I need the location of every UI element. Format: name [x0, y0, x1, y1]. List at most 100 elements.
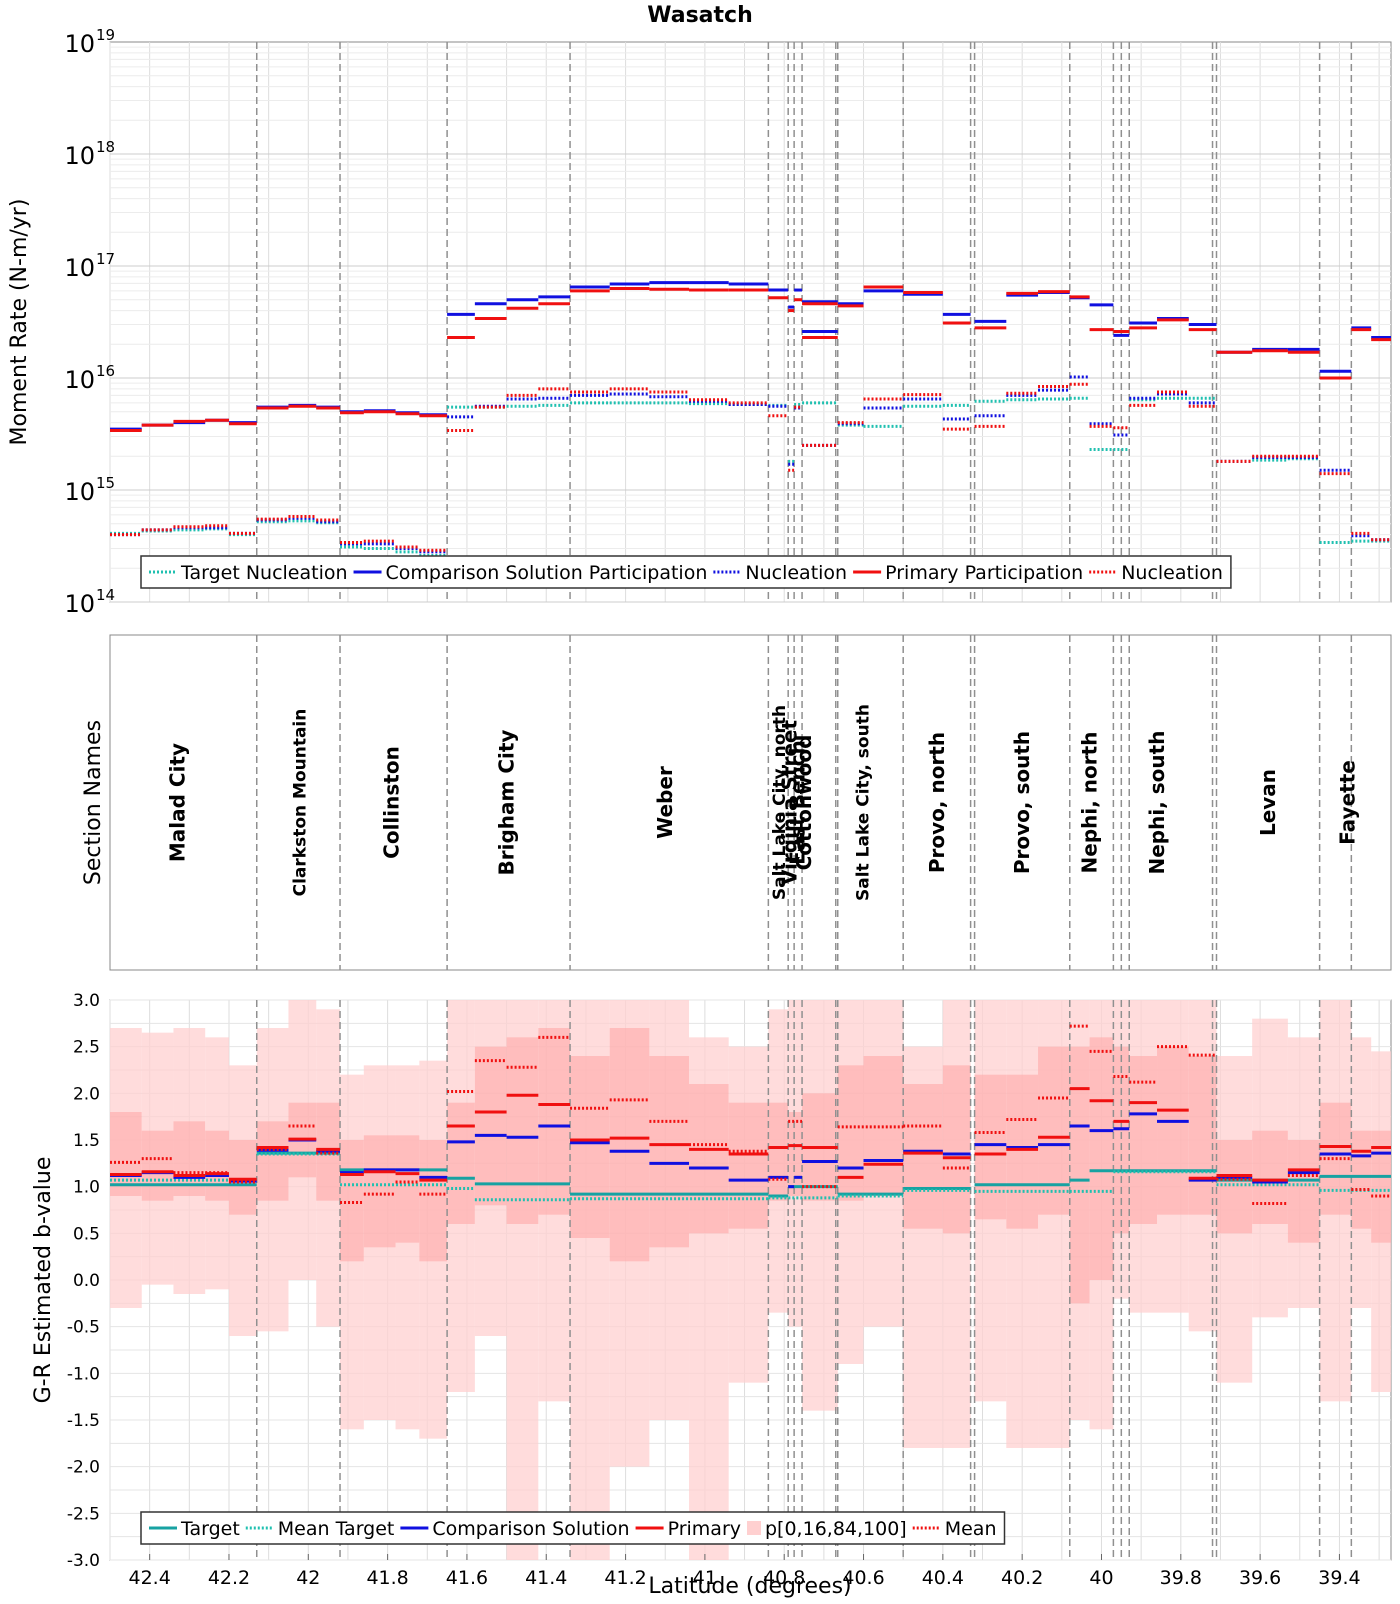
- band-p16-p84: [768, 1102, 789, 1201]
- band-p16-p84: [1129, 1056, 1158, 1224]
- section-name-label: Nephi, north: [1078, 732, 1102, 874]
- band-p16-p84: [570, 1056, 610, 1238]
- b-value-bands: [110, 1000, 1391, 1560]
- section-name-label: Provo, south: [1010, 731, 1034, 874]
- x-tick-label: 42.4: [129, 1567, 171, 1589]
- section-name-label: Cottonwood: [792, 735, 816, 871]
- band-p16-p84: [1038, 1046, 1070, 1215]
- section-name-label: Fayette: [1335, 760, 1359, 845]
- x-tick-label: 40: [1089, 1567, 1113, 1589]
- band-p16-p84: [506, 1037, 539, 1224]
- y-tick-label: -1.5: [67, 1411, 100, 1431]
- bvalue-legend-label: Mean Target: [278, 1518, 395, 1540]
- band-p16-p84: [1089, 1037, 1114, 1280]
- band-p16-p84: [974, 1074, 1007, 1220]
- moment-legend-frame: [140, 555, 1232, 589]
- panel-frame-1: [109, 41, 1392, 603]
- y-tick-exponent: 17: [96, 250, 115, 268]
- y-tick-label: -2.0: [67, 1458, 100, 1478]
- x-tick-label: 41.2: [604, 1567, 646, 1589]
- y-tick-label: 10: [64, 590, 95, 618]
- y-tick-label: 10: [64, 142, 95, 170]
- x-tick-label: 39.8: [1160, 1567, 1202, 1589]
- x-tick-label: 41: [693, 1567, 717, 1589]
- y-tick-label: 10: [64, 366, 95, 394]
- x-tick-label: 41.8: [366, 1567, 408, 1589]
- moment-series-primary-participation: [110, 285, 1391, 432]
- y-tick-exponent: 18: [96, 138, 115, 156]
- y-tick-label: -2.5: [67, 1504, 100, 1524]
- band-p16-p84: [1252, 1130, 1288, 1224]
- bvalue-legend-swatch: [747, 1521, 761, 1535]
- y-tick-label: 1.5: [73, 1131, 100, 1151]
- band-p16-p84: [228, 1140, 257, 1215]
- band-p16-p84: [1216, 1140, 1253, 1234]
- bvalue-legend-frame: [140, 1511, 1006, 1545]
- band-p16-p84: [1006, 1074, 1039, 1229]
- x-tick-label: 39.4: [1318, 1567, 1360, 1589]
- y-tick-exponent: 15: [96, 474, 115, 492]
- section-name-label: Salt Lake City, north: [770, 705, 790, 900]
- band-p16-p84: [942, 1065, 971, 1234]
- panel-frame-2: [109, 634, 1392, 971]
- y-tick-label: 10: [64, 30, 95, 58]
- moment-series-primary-nucleation: [110, 382, 1391, 552]
- moment-legend-label: Nucleation: [1121, 562, 1223, 584]
- section-name-label: Levan: [1256, 769, 1280, 836]
- band-p16-p84: [728, 1102, 769, 1229]
- y-tick-label: 2.5: [73, 1038, 100, 1058]
- moment-legend: Target Nucleation Comparison Solution Par…: [140, 555, 1232, 589]
- band-p0-p100: [395, 1065, 420, 1430]
- band-p16-p84: [447, 1102, 475, 1224]
- moment-legend-label: Comparison Solution Participation: [386, 562, 708, 584]
- x-tick-label: 40.2: [1001, 1567, 1043, 1589]
- section-name-label: Malad City: [165, 743, 189, 862]
- bvalue-legend-label: p[0,16,84,100]: [765, 1518, 907, 1540]
- band-p16-p84: [903, 1084, 943, 1229]
- band-p16-p84: [1371, 1130, 1391, 1243]
- band-p16-p84: [141, 1130, 174, 1201]
- moment-legend-label: Primary Participation: [885, 562, 1083, 584]
- y-tick-label: 2.0: [73, 1084, 100, 1104]
- band-p16-p84: [538, 1028, 571, 1215]
- x-tick-label: 40.8: [763, 1567, 805, 1589]
- band-p16-p84: [1069, 1046, 1090, 1304]
- band-p16-p84: [419, 1140, 448, 1262]
- y-axis-label-moment: Moment Rate (N-m/yr): [7, 199, 32, 446]
- bvalue-legend-label: Primary: [668, 1518, 741, 1540]
- band-p16-p84: [1113, 1046, 1130, 1234]
- y-tick-label: 1.0: [73, 1178, 100, 1198]
- bvalue-legend-label: Target: [180, 1518, 240, 1540]
- y-axis-label-bvalue: G-R Estimated b-value: [31, 1157, 56, 1404]
- band-p16-p84: [1287, 1140, 1320, 1243]
- band-p16-p84: [340, 1140, 364, 1262]
- x-tick-label: 42.2: [208, 1567, 250, 1589]
- x-tick-label: 40.4: [922, 1567, 964, 1589]
- section-name-label: Virginia Street: [777, 720, 801, 886]
- bvalue-legend-label: Mean: [945, 1518, 997, 1540]
- section-name-label: East Bench: [785, 740, 809, 865]
- chart-title: Wasatch: [647, 3, 753, 28]
- moment-legend-label: Target Nucleation: [180, 562, 348, 584]
- band-p16-p84: [205, 1130, 229, 1201]
- section-name-label: Clarkston Mountain: [290, 709, 310, 897]
- section-name-label: Provo, north: [925, 732, 949, 873]
- bvalue-series-primary: [110, 1087, 1391, 1182]
- x-tick-label: 41.6: [446, 1567, 488, 1589]
- y-tick-label: 3.0: [73, 991, 100, 1011]
- y-tick-label: 10: [64, 254, 95, 282]
- section-name-label: Brigham City: [495, 730, 519, 876]
- section-name-label: Nephi, south: [1145, 731, 1169, 875]
- bvalue-series-mean: [110, 1024, 1391, 1205]
- y-tick-label: -3.0: [67, 1551, 100, 1571]
- section-name-label: Weber: [653, 766, 677, 839]
- band-p16-p84: [788, 1112, 803, 1196]
- band-p16-p84: [837, 1065, 864, 1201]
- band-p16-p84: [363, 1135, 396, 1248]
- y-tick-exponent: 19: [96, 26, 115, 44]
- x-tick-label: 39.6: [1239, 1567, 1281, 1589]
- band-p16-p84: [395, 1135, 420, 1243]
- band-p16-p84: [1351, 1130, 1372, 1229]
